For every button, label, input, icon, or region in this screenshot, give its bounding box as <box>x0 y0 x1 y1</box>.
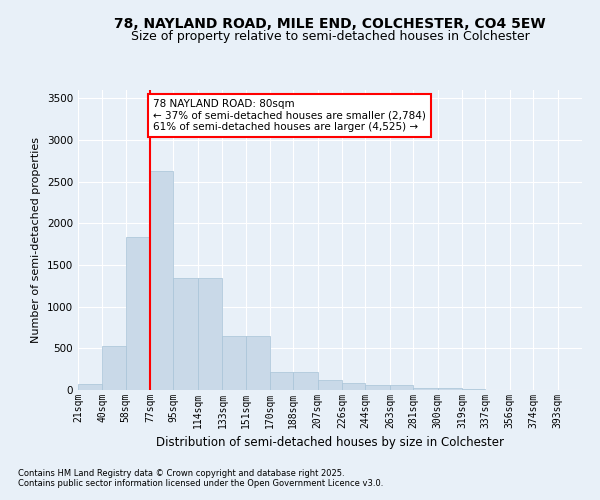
Bar <box>413 388 437 390</box>
Bar <box>150 171 173 390</box>
Text: Contains HM Land Registry data © Crown copyright and database right 2025.: Contains HM Land Registry data © Crown c… <box>18 468 344 477</box>
Bar <box>365 385 390 390</box>
Bar <box>125 236 150 390</box>
Bar <box>437 388 462 390</box>
Bar <box>223 336 245 390</box>
Bar <box>270 372 293 390</box>
Text: Distribution of semi-detached houses by size in Colchester: Distribution of semi-detached houses by … <box>156 436 504 449</box>
Y-axis label: Number of semi-detached properties: Number of semi-detached properties <box>31 137 41 343</box>
Bar <box>293 372 318 390</box>
Bar <box>245 336 270 390</box>
Bar <box>390 386 413 390</box>
Text: Contains public sector information licensed under the Open Government Licence v3: Contains public sector information licen… <box>18 478 383 488</box>
Bar <box>318 380 342 390</box>
Text: 78, NAYLAND ROAD, MILE END, COLCHESTER, CO4 5EW: 78, NAYLAND ROAD, MILE END, COLCHESTER, … <box>114 18 546 32</box>
Bar <box>342 382 365 390</box>
Bar <box>78 384 103 390</box>
Bar <box>173 278 198 390</box>
Bar <box>198 278 223 390</box>
Text: Size of property relative to semi-detached houses in Colchester: Size of property relative to semi-detach… <box>131 30 529 43</box>
Bar <box>462 389 485 390</box>
Bar <box>103 346 125 390</box>
Text: 78 NAYLAND ROAD: 80sqm
← 37% of semi-detached houses are smaller (2,784)
61% of : 78 NAYLAND ROAD: 80sqm ← 37% of semi-det… <box>153 99 425 132</box>
